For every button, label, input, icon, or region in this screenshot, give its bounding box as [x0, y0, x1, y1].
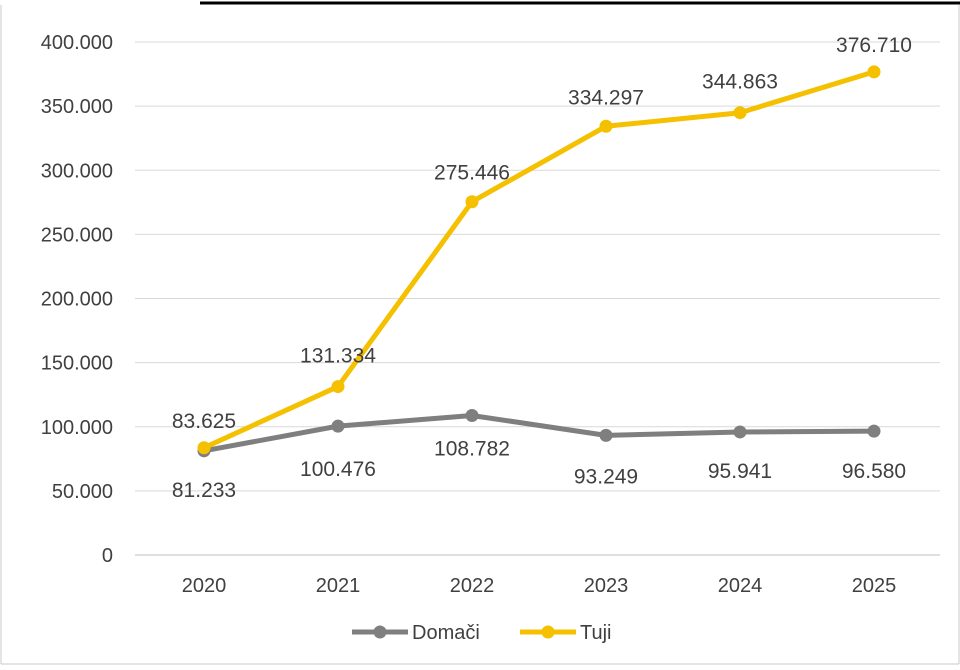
data-label: 81.233	[172, 479, 236, 502]
data-point	[733, 106, 747, 120]
x-axis-tick-labels: 2020 2021 2022 2023 2024 2025	[182, 575, 897, 597]
data-point	[733, 425, 747, 439]
data-label: 275.446	[434, 162, 510, 185]
legend-swatch-marker	[541, 625, 555, 639]
data-point	[867, 424, 881, 438]
legend-label: Tuji	[580, 622, 611, 644]
data-point	[465, 408, 479, 422]
series-line-tuji	[201, 69, 877, 451]
series-line-domaci	[201, 412, 877, 454]
series-lines	[197, 65, 881, 458]
data-label: 96.580	[842, 460, 906, 483]
y-tick-label: 250.000	[41, 224, 113, 246]
y-tick-label: 0	[102, 545, 113, 567]
y-tick-label: 350.000	[41, 96, 113, 118]
data-label: 131.334	[300, 345, 376, 368]
data-point	[599, 119, 613, 133]
data-label: 108.782	[434, 437, 510, 460]
data-label: 83.625	[172, 410, 236, 433]
x-tick-label: 2021	[316, 575, 361, 597]
grid-lines	[135, 41, 940, 556]
data-point	[599, 428, 613, 442]
y-axis-tick-labels: 0 50.000 100.000 150.000 200.000 250.000 300.0…	[41, 32, 113, 567]
legend: Domači Tuji	[352, 622, 611, 644]
data-point	[331, 380, 345, 394]
data-point	[465, 195, 479, 209]
data-point	[197, 441, 211, 455]
y-tick-label: 150.000	[41, 353, 113, 375]
y-tick-label: 300.000	[41, 160, 113, 182]
data-label: 376.710	[836, 34, 912, 57]
y-tick-label: 50.000	[52, 481, 113, 503]
x-tick-label: 2025	[852, 575, 897, 597]
x-tick-label: 2022	[450, 575, 495, 597]
data-point	[867, 65, 881, 79]
data-label: 334.297	[568, 86, 644, 109]
y-tick-label: 200.000	[41, 289, 113, 311]
data-point	[331, 419, 345, 433]
legend-label: Domači	[412, 622, 480, 644]
x-tick-label: 2024	[718, 575, 763, 597]
legend-swatch-marker	[373, 625, 387, 639]
data-label: 344.863	[702, 71, 778, 94]
y-tick-label: 100.000	[41, 417, 113, 439]
data-label: 100.476	[300, 458, 376, 481]
data-label: 93.249	[574, 465, 638, 488]
y-tick-label: 400.000	[41, 32, 113, 54]
x-tick-label: 2020	[182, 575, 227, 597]
x-tick-label: 2023	[584, 575, 629, 597]
data-labels: 81.233 100.476 108.782 93.249 95.941 96.580 83…	[172, 34, 912, 502]
data-label: 95.941	[708, 460, 772, 483]
